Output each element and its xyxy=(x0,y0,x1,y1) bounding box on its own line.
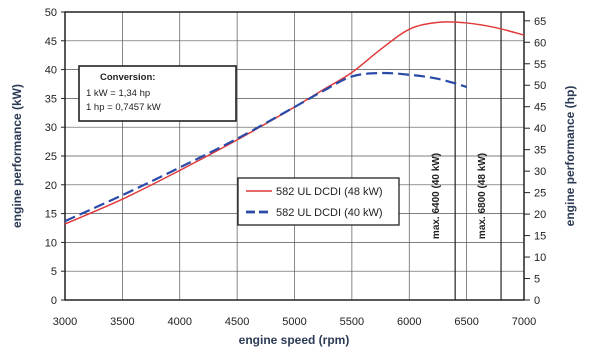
y-tick-label: 40 xyxy=(45,65,57,77)
y2-tick-label: 45 xyxy=(534,102,546,114)
x-axis-title: engine speed (rpm) xyxy=(239,333,350,347)
limit-label-1: max. 6400 (40 kW) xyxy=(431,153,442,239)
limit-lines: max. 6400 (40 kW) max. 6800 (48 kW) xyxy=(431,12,502,300)
x-tick-label: 6000 xyxy=(397,316,421,328)
y2-tick-label: 60 xyxy=(534,37,546,49)
legend-label-48kw: 582 UL DCDI (48 kW) xyxy=(276,186,383,198)
series-line-40kw xyxy=(64,71,467,223)
y2-tick-label: 40 xyxy=(534,123,546,135)
y2-tick-label: 20 xyxy=(534,209,546,221)
y2-tick-label: 55 xyxy=(534,59,546,71)
x-tick-label: 4000 xyxy=(168,316,192,328)
x-tick-label: 5500 xyxy=(340,316,364,328)
y-axis-title: engine performance (kW) xyxy=(10,84,24,228)
y-tick-label: 20 xyxy=(45,180,57,192)
y-tick-label: 5 xyxy=(51,266,57,278)
x-axis-ticks: 3000 3500 4000 4500 5000 5500 6000 6500 7000 xyxy=(53,316,536,328)
conversion-line-2: 1 hp = 0,7457 kW xyxy=(86,102,161,113)
y2-tick-label: 5 xyxy=(534,274,540,286)
y2-tick-label: 25 xyxy=(534,188,546,200)
y2-tick-label: 15 xyxy=(534,231,546,243)
series-line-48kw xyxy=(64,21,525,225)
y-tick-label: 30 xyxy=(45,122,57,134)
x-tick-label: 3000 xyxy=(53,316,77,328)
limit-label-2: max. 6800 (48 kW) xyxy=(477,153,488,239)
y-tick-label: 15 xyxy=(45,209,57,221)
conversion-box: Conversion: 1 kW = 1,34 hp 1 hp = 0,7457… xyxy=(78,65,237,122)
x-tick-label: 3500 xyxy=(110,316,134,328)
y-tick-label: 25 xyxy=(45,151,57,163)
x-tick-label: 5000 xyxy=(282,316,306,328)
legend-label-40kw: 582 UL DCDI (40 kW) xyxy=(276,207,383,219)
y2-tick-label: 30 xyxy=(534,166,546,178)
y2-tick-label: 65 xyxy=(534,16,546,28)
conversion-line-1: 1 kW = 1,34 hp xyxy=(86,88,150,99)
y-tick-label: 0 xyxy=(51,295,57,307)
x-tick-label: 7000 xyxy=(512,316,536,328)
series-lines xyxy=(64,21,525,225)
legend: 582 UL DCDI (48 kW) 582 UL DCDI (40 kW) xyxy=(237,177,400,226)
x-tick-label: 4500 xyxy=(225,316,249,328)
y2-tick-label: 35 xyxy=(534,145,546,157)
y2-tick-label: 0 xyxy=(534,295,540,307)
y2-axis-ticks: 0 5 10 15 20 25 30 35 40 45 50 55 60 65 xyxy=(524,16,546,307)
x-tick-label: 6500 xyxy=(454,316,478,328)
conversion-title: Conversion: xyxy=(100,72,155,83)
y-tick-label: 50 xyxy=(45,7,57,19)
y2-tick-label: 50 xyxy=(534,80,546,92)
y2-axis-title: engine performance (hp) xyxy=(563,86,577,227)
y-tick-label: 45 xyxy=(45,36,57,48)
y-tick-label: 35 xyxy=(45,93,57,105)
y2-tick-label: 10 xyxy=(534,252,546,264)
y-axis-ticks: 0 5 10 15 20 25 30 35 40 45 50 xyxy=(45,7,65,307)
y-tick-label: 10 xyxy=(45,237,57,249)
